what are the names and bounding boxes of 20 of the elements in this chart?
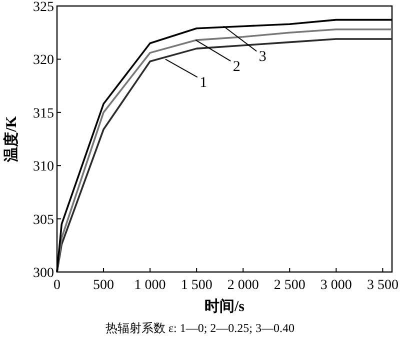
y-axis-title: 温度/K [2, 116, 20, 163]
x-tick-label: 1 500 [180, 278, 212, 293]
x-tick-label: 1 000 [134, 278, 166, 293]
y-tick-label: 300 [33, 266, 54, 281]
y-tick-label: 325 [33, 0, 54, 15]
y-tick-label: 305 [33, 212, 54, 228]
text: 热辐射系数 ε: 1—0; 2—0.25; 3—0.40 [105, 321, 295, 335]
x-tick-label: 500 [93, 278, 114, 293]
x-tick-label: 2 500 [274, 278, 306, 293]
annotation: 3 [258, 49, 266, 66]
x-tick-label: 2 000 [227, 278, 259, 293]
x-tick-label: 3 000 [320, 278, 352, 293]
x-tick-label: 3 500 [366, 278, 398, 293]
annotation: 1 [200, 75, 208, 92]
y-tick-label: 310 [33, 160, 54, 175]
x-tick-label: 0 [54, 278, 60, 293]
annotation: 2 [232, 59, 240, 76]
y-tick-label: 320 [33, 53, 54, 68]
x-axis-title: 时间/s [204, 298, 245, 315]
y-tick-label: 315 [33, 106, 54, 122]
